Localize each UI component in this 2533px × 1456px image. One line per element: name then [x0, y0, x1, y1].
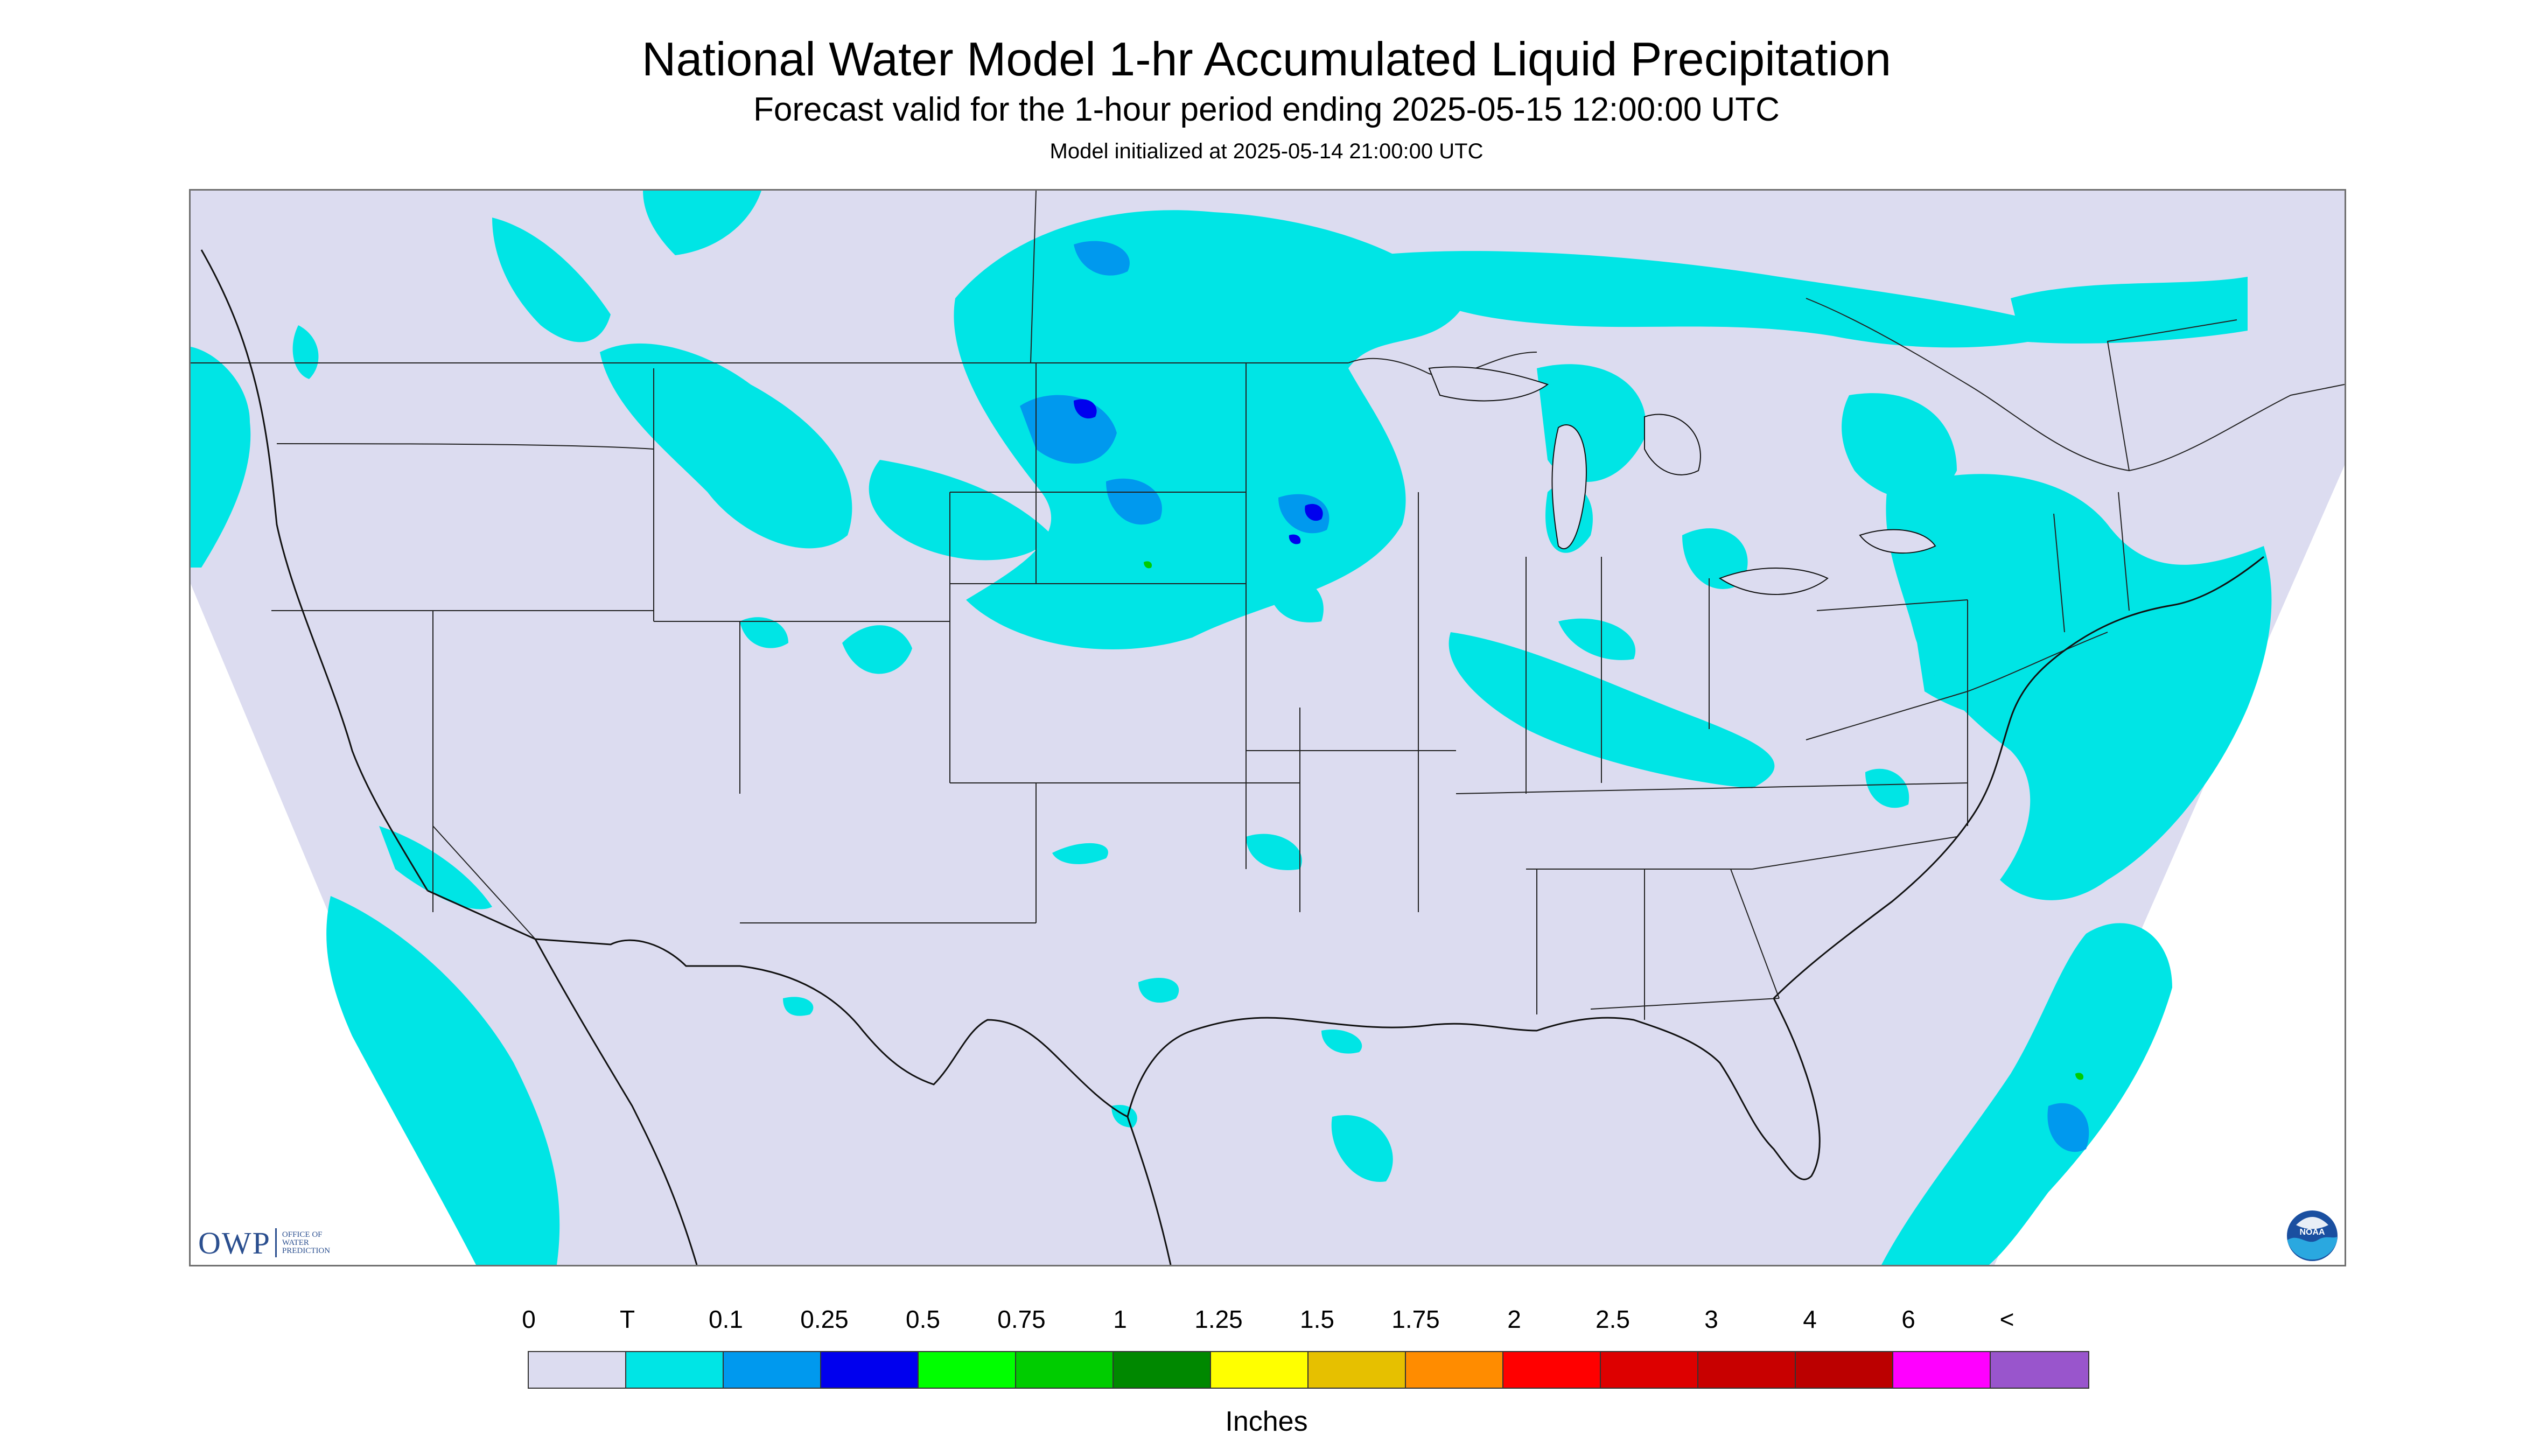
legend-label-6: 1 — [1113, 1305, 1127, 1333]
legend-label-12: 3 — [1704, 1305, 1718, 1333]
legend-swatch-3 — [821, 1352, 919, 1388]
legend-label-8: 1.5 — [1300, 1305, 1334, 1333]
legend-swatch-14 — [1893, 1352, 1991, 1388]
legend-label-7: 1.25 — [1194, 1305, 1243, 1333]
precip-trace-areas — [191, 191, 2272, 1265]
legend-units-label: Inches — [1225, 1406, 1308, 1437]
legend-label-13: 4 — [1803, 1305, 1817, 1333]
precip-heavy-areas — [1144, 561, 2084, 1080]
forecast-valid-subtitle: Forecast valid for the 1-hour period end… — [753, 91, 1780, 128]
precipitation-map[interactable] — [189, 189, 2346, 1266]
legend-swatch-12 — [1698, 1352, 1796, 1388]
legend-swatch-15 — [1991, 1352, 2088, 1388]
owp-logo-text: OFFICE OF WATER PREDICTION — [282, 1230, 331, 1255]
owp-logo-line3: PREDICTION — [282, 1246, 331, 1255]
model-init-text: Model initialized at 2025-05-14 21:00:00… — [1049, 139, 1484, 163]
legend-label-9: 1.75 — [1391, 1305, 1440, 1333]
owp-logo-line1: OFFICE OF — [282, 1230, 323, 1239]
owp-logo-letters: OWP — [198, 1225, 271, 1261]
legend-swatch-6 — [1114, 1352, 1211, 1388]
legend-swatch-4 — [919, 1352, 1016, 1388]
noaa-logo-text: NOAA — [2299, 1228, 2325, 1237]
precip-moderate-areas — [1074, 399, 1323, 544]
legend-swatch-13 — [1796, 1352, 1893, 1388]
legend-swatch-1 — [626, 1352, 724, 1388]
legend-swatch-10 — [1503, 1352, 1601, 1388]
state-boundaries — [191, 191, 2345, 1020]
owp-logo-divider — [275, 1228, 277, 1257]
owp-logo-line2: WATER — [282, 1238, 309, 1247]
legend-swatch-2 — [724, 1352, 821, 1388]
noaa-logo-icon: NOAA — [2285, 1209, 2339, 1263]
legend-colorbar — [528, 1351, 2089, 1389]
legend-labels: 0 T 0.1 0.25 0.5 0.75 1 1.25 1.5 1.75 2 2.5 3 4 6 < — [0, 1303, 2533, 1341]
legend-swatch-11 — [1601, 1352, 1698, 1388]
legend-swatch-5 — [1016, 1352, 1114, 1388]
legend-label-1: T — [619, 1305, 635, 1333]
legend-label-3: 0.25 — [800, 1305, 849, 1333]
legend-label-15: < — [1999, 1305, 2014, 1333]
owp-logo: OWP OFFICE OF WATER PREDICTION — [198, 1225, 330, 1261]
legend-label-5: 0.75 — [997, 1305, 1046, 1333]
legend-label-10: 2 — [1507, 1305, 1521, 1333]
map-title: National Water Model 1-hr Accumulated Li… — [641, 32, 1892, 86]
legend-label-14: 6 — [1901, 1305, 1915, 1333]
legend-label-0: 0 — [522, 1305, 536, 1333]
coastlines-and-borders — [200, 249, 2264, 1265]
great-lakes — [1428, 366, 1936, 595]
legend-label-11: 2.5 — [1596, 1305, 1630, 1333]
legend-label-4: 0.5 — [906, 1305, 940, 1333]
legend-swatch-9 — [1406, 1352, 1503, 1388]
legend-swatch-7 — [1211, 1352, 1309, 1388]
legend-label-2: 0.1 — [709, 1305, 743, 1333]
legend-swatch-8 — [1309, 1352, 1406, 1388]
legend-swatch-0 — [529, 1352, 626, 1388]
